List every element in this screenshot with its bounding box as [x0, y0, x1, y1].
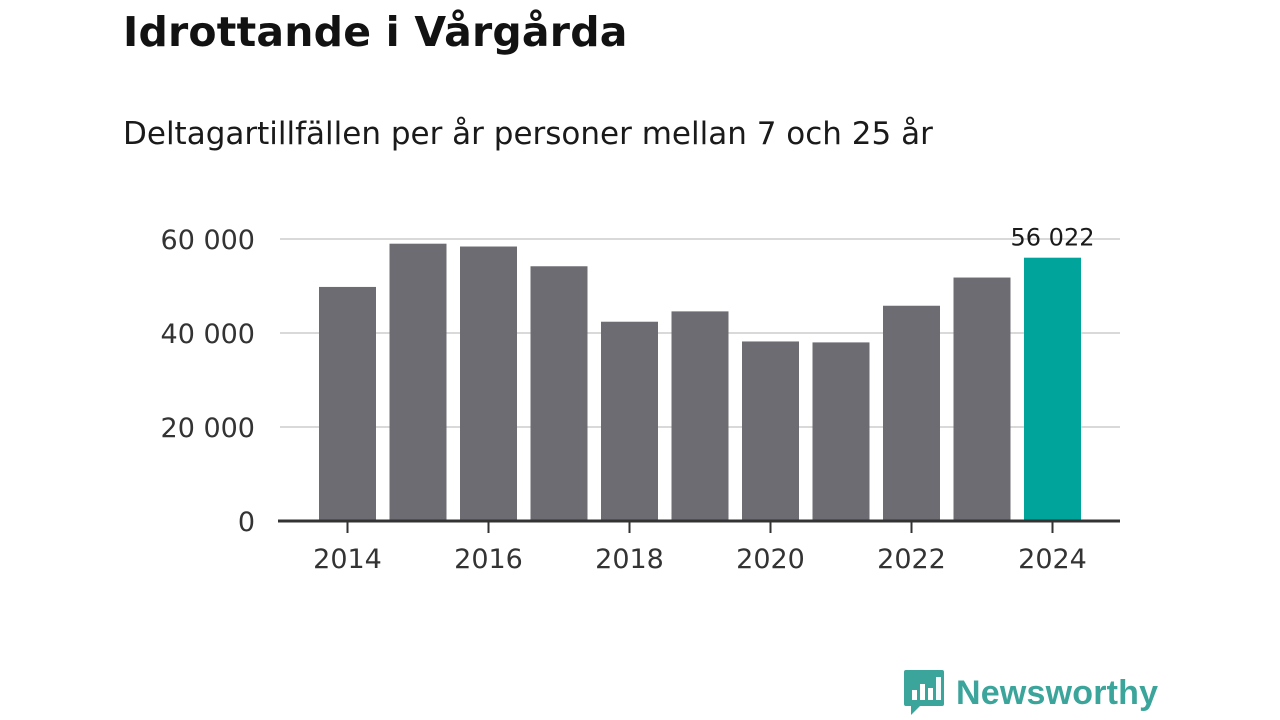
data-label: 56 022: [1011, 224, 1095, 252]
y-tick-label: 0: [238, 507, 255, 538]
bar-2022: [883, 305, 940, 521]
bar-2014: [319, 286, 376, 521]
x-tick-label: 2022: [877, 544, 946, 575]
newsworthy-logo: Newsworthy: [902, 668, 1158, 718]
x-tick-label: 2020: [736, 544, 805, 575]
bar-2017: [530, 266, 588, 521]
newsworthy-chart-bubble-icon: [904, 670, 944, 715]
bar-2024: [1024, 257, 1081, 521]
bar-2018: [601, 321, 658, 521]
x-tick-label: 2024: [1018, 544, 1087, 575]
bar-2020: [742, 341, 799, 521]
bar-2023: [953, 277, 1011, 521]
y-tick-label: 20 000: [161, 413, 255, 444]
chart-subtitle: Deltagartillfällen per år personer mella…: [123, 116, 933, 152]
bar-2016: [460, 246, 517, 521]
chart-title: Idrottande i Vårgårda: [123, 8, 628, 56]
y-axis-tick-labels: 0 20 000 40 000 60 000: [161, 225, 255, 538]
bar-2021: [812, 342, 870, 521]
bars: [319, 243, 1081, 521]
y-tick-label: 60 000: [161, 225, 255, 256]
x-tick-label: 2018: [595, 544, 664, 575]
bar-2015: [389, 243, 447, 521]
y-tick-label: 40 000: [161, 319, 255, 350]
data-labels: 56 022: [1011, 224, 1095, 252]
bar-2019: [671, 311, 729, 521]
x-axis-tick-labels: 2014 2016 2018 2020 2022 2024: [313, 544, 1087, 575]
x-tick-label: 2014: [313, 544, 382, 575]
brand-name: Newsworthy: [956, 673, 1159, 712]
x-tick-label: 2016: [454, 544, 523, 575]
x-axis: [278, 519, 1120, 533]
